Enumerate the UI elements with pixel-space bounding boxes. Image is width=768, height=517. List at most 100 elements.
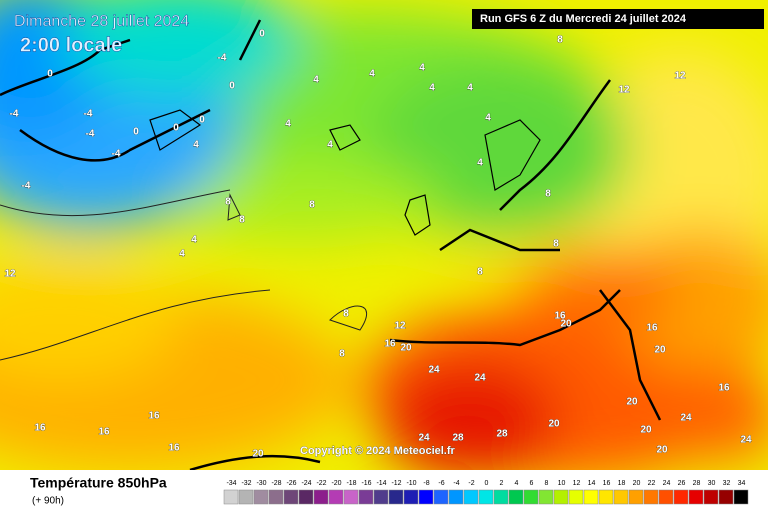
scale-label: -6 [438, 480, 444, 487]
contour-label: 20 [626, 397, 638, 408]
scale-label: 16 [603, 480, 611, 487]
scale-swatch [703, 489, 719, 505]
scale-swatch [658, 489, 674, 505]
scale-label: 34 [738, 480, 746, 487]
contour-label: 20 [548, 419, 560, 430]
contour-label: 0 [229, 81, 235, 92]
scale-label: -20 [331, 480, 341, 487]
scale-label: -12 [391, 480, 401, 487]
scale-swatch [478, 489, 494, 505]
time-label: 2:00 locale [20, 34, 122, 56]
contour-label: -4 [86, 129, 95, 140]
contour-label: 8 [309, 200, 315, 211]
scale-swatch [673, 489, 689, 505]
land-outline [149, 109, 541, 236]
scale-label: -10 [406, 480, 416, 487]
scale-label: -22 [316, 480, 326, 487]
scale-swatch [223, 489, 239, 505]
scale-swatch [373, 489, 389, 505]
contour-label: 4 [485, 113, 491, 124]
contour-label: -4 [84, 109, 93, 120]
contour-label: 24 [474, 373, 486, 384]
contour-label: 4 [327, 140, 333, 151]
contour-label: 16 [98, 427, 110, 438]
contour-label: 20 [656, 445, 668, 456]
contour-label: 16 [34, 423, 46, 434]
scale-swatch [583, 489, 599, 505]
scale-swatch [448, 489, 464, 505]
scale-swatch [718, 489, 734, 505]
scale-swatch [643, 489, 659, 505]
scale-swatch [403, 489, 419, 505]
scale-label: -24 [301, 480, 311, 487]
contour-label: 4 [191, 235, 197, 246]
scale-swatch [343, 489, 359, 505]
contour [0, 189, 367, 361]
scale-label: 22 [648, 480, 656, 487]
contour-label: 8 [557, 35, 563, 46]
contour-label: 4 [477, 158, 483, 169]
scale-swatch [238, 489, 254, 505]
contour-label: 8 [239, 215, 245, 226]
scale-label: 12 [573, 480, 581, 487]
scale-swatch [523, 489, 539, 505]
scale-label: -8 [423, 480, 429, 487]
scale-label: 30 [708, 480, 716, 487]
scale-swatch [433, 489, 449, 505]
scale-swatch [628, 489, 644, 505]
contour-label: 0 [199, 115, 205, 126]
contour-label: 28 [452, 433, 464, 444]
contour-label: 28 [496, 429, 508, 440]
scale-label: -26 [286, 480, 296, 487]
contour-label: 16 [168, 443, 180, 454]
contour-label: 20 [654, 345, 666, 356]
scale-label: 18 [618, 480, 626, 487]
scale-swatch [418, 489, 434, 505]
contour-label: 16 [718, 383, 730, 394]
contour-label: -4 [112, 149, 121, 160]
copyright: Copyright © 2024 Meteociel.fr [300, 445, 456, 457]
scale-label: -4 [453, 480, 459, 487]
contour-label: 0 [259, 29, 265, 40]
contour-label: 16 [148, 411, 160, 422]
contour-label: 4 [193, 140, 199, 151]
scale-label: 4 [515, 480, 519, 487]
scale-swatch [313, 489, 329, 505]
scale-swatch [388, 489, 404, 505]
scale-label: -30 [256, 480, 266, 487]
scale-swatch [568, 489, 584, 505]
contour-label: -4 [22, 181, 31, 192]
contour-label: 4 [369, 69, 375, 80]
contour-label: 0 [173, 123, 179, 134]
scale-swatch [328, 489, 344, 505]
contour-label: 4 [429, 83, 435, 94]
contour-label: 16 [646, 323, 658, 334]
footer-lead: (+ 90h) [32, 496, 64, 507]
contour-label: 4 [313, 75, 319, 86]
scale-swatch [733, 489, 749, 505]
scale-label: 24 [663, 480, 671, 487]
scale-swatch [253, 489, 269, 505]
contour-label: 20 [560, 319, 572, 330]
scale-label: -34 [226, 480, 236, 487]
contour-label: 24 [740, 435, 752, 446]
scale-label: 0 [485, 480, 489, 487]
contour-label: 4 [285, 119, 291, 130]
contour-label: 20 [640, 425, 652, 436]
scale-swatch [463, 489, 479, 505]
scale-label: 8 [545, 480, 549, 487]
contour-label: -4 [218, 53, 227, 64]
scale-swatch [358, 489, 374, 505]
date-label: Dimanche 28 juillet 2024 [14, 13, 189, 30]
contour-label: 12 [618, 85, 630, 96]
contour-label: 16 [384, 339, 396, 350]
scale-swatch [298, 489, 314, 505]
scale-label: 32 [723, 480, 731, 487]
contour-label: 8 [225, 197, 231, 208]
contour-label: 8 [343, 309, 349, 320]
contour-label: 24 [428, 365, 440, 376]
contour-label: 8 [545, 189, 551, 200]
scale-label: 2 [500, 480, 504, 487]
contour-label: 0 [47, 69, 53, 80]
